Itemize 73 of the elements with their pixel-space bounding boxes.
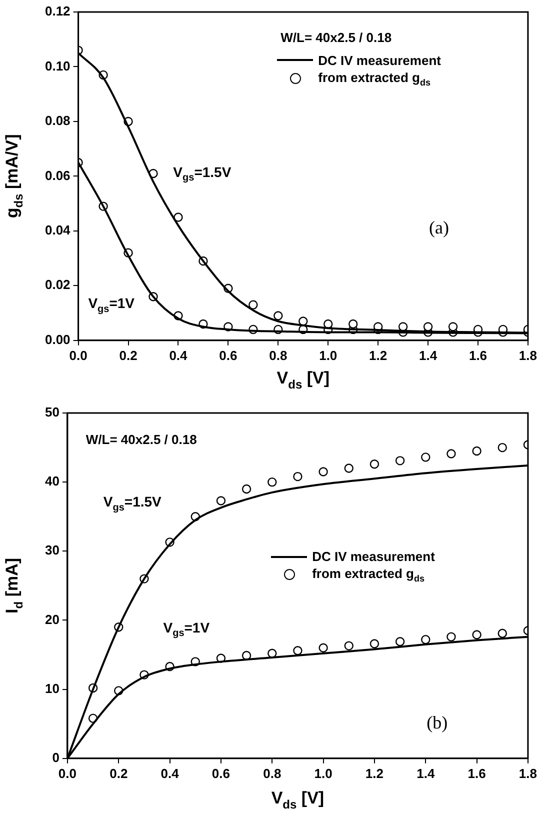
x-tick-label: 1.4	[416, 766, 436, 781]
legend-label: from extracted g$_{ds}$	[318, 70, 431, 88]
annotation: W/L= 40x2.5 / 0.18	[86, 432, 197, 448]
point	[398, 322, 408, 332]
y-tick-label: 0.00	[44, 332, 70, 347]
point	[344, 641, 354, 650]
y-tick-label: 10	[44, 680, 60, 696]
x-tick-label: 0.2	[119, 348, 138, 363]
point	[448, 322, 458, 332]
y-tick-label: 0.10	[44, 58, 70, 74]
point	[274, 311, 283, 320]
point	[498, 628, 507, 638]
point	[446, 449, 456, 458]
point	[446, 632, 456, 642]
y-tick-label: 0.12	[44, 4, 70, 19]
point	[216, 496, 226, 506]
point	[293, 472, 302, 482]
y-tick-label: 0.06	[44, 168, 70, 183]
point	[318, 467, 328, 476]
y-axis-title: Id [mA]	[2, 558, 26, 614]
point	[423, 322, 433, 332]
annotation: W/L= 40x2.5 / 0.18	[280, 30, 392, 45]
x-tick-label: 1.0	[314, 766, 332, 781]
point	[248, 300, 258, 310]
x-tick-label: 0.6	[219, 348, 238, 363]
point	[370, 460, 380, 469]
y-tick-label: 40	[44, 474, 60, 489]
point	[498, 442, 507, 452]
point	[472, 446, 482, 456]
y-tick-label: 0.02	[44, 277, 70, 292]
x-tick-label: 1.2	[369, 348, 388, 363]
x-tick-label: 0.0	[58, 766, 76, 781]
y-tick-label: 50	[44, 404, 60, 420]
x-tick-label: 1.0	[319, 348, 338, 363]
annotation: (a)	[429, 217, 450, 238]
x-tick-label: 0.2	[110, 766, 128, 781]
point	[472, 630, 482, 640]
y-tick-label: 30	[44, 542, 60, 558]
legend-label: DC IV measurement	[312, 549, 435, 564]
y-tick-label: 0.04	[44, 222, 72, 238]
y-tick-label: 0	[52, 750, 60, 765]
x-tick-label: 0.8	[269, 348, 288, 363]
point	[348, 319, 358, 329]
point	[344, 464, 354, 473]
y-tick-label: 0.08	[44, 113, 70, 128]
y-tick-label: 20	[44, 612, 60, 627]
legend-label: from extracted g$_{ds}$	[312, 566, 424, 584]
x-tick-label: 1.8	[518, 348, 538, 363]
point	[174, 212, 183, 222]
x-tick-label: 1.6	[468, 766, 486, 781]
x-tick-label: 0.4	[160, 766, 180, 781]
point	[421, 452, 430, 462]
point	[395, 637, 405, 646]
annotation: (b)	[426, 712, 448, 733]
x-tick-label: 0.0	[69, 348, 88, 363]
x-tick-label: 0.6	[212, 766, 230, 781]
x-tick-label: 1.4	[419, 348, 438, 363]
point	[293, 646, 302, 656]
x-tick-label: 1.2	[365, 766, 384, 781]
point	[421, 634, 430, 644]
x-tick-label: 0.8	[263, 766, 282, 781]
point	[268, 477, 277, 487]
point	[370, 639, 380, 648]
y-axis-title: gds [mA/V]	[2, 134, 26, 218]
point	[324, 319, 333, 329]
x-tick-label: 0.4	[169, 348, 188, 363]
point	[242, 484, 252, 494]
legend-label: DC IV measurement	[318, 52, 441, 68]
point	[318, 643, 328, 652]
point	[395, 456, 405, 466]
point	[268, 648, 277, 658]
x-tick-label: 1.8	[518, 766, 538, 781]
x-tick-label: 1.6	[468, 348, 488, 363]
